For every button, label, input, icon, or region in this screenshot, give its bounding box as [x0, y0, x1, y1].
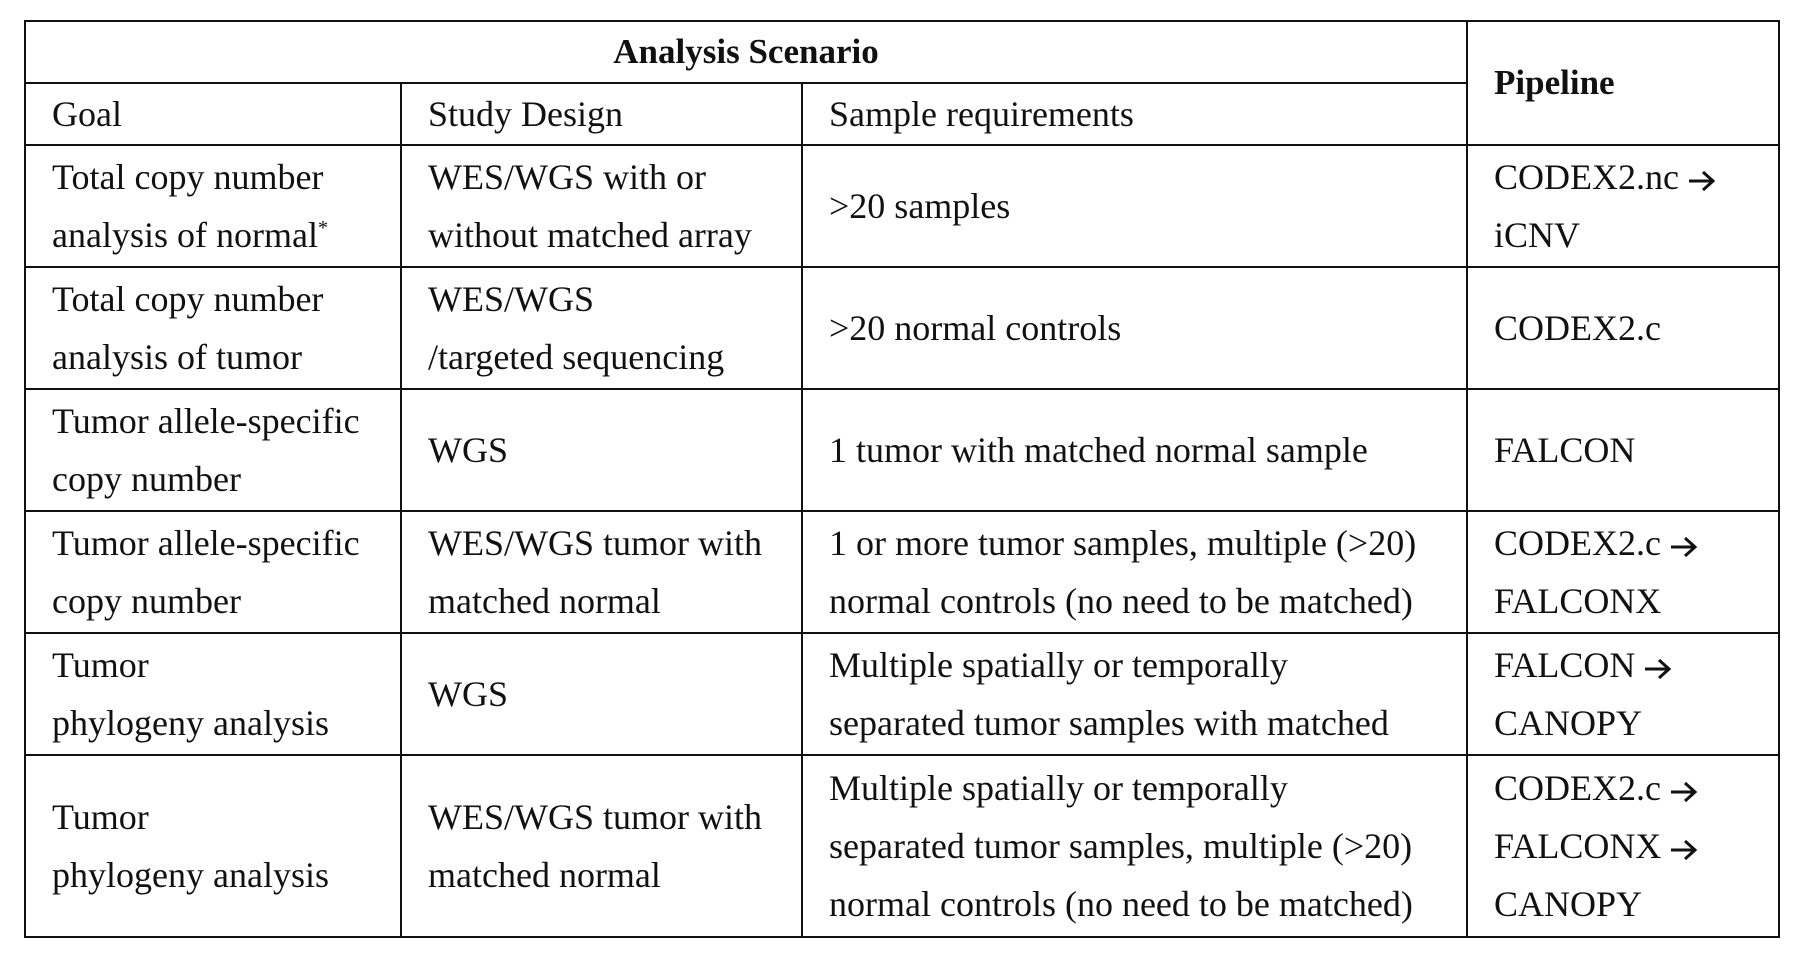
- pipeline-header: Pipeline: [1466, 20, 1781, 146]
- goal-cell: Total copy number analysis of tumor: [24, 266, 402, 390]
- cell-line: WES/WGS tumor with: [428, 797, 762, 837]
- cell-line: Tumor allele-specific: [52, 523, 360, 563]
- cell-line: Tumor: [52, 645, 149, 685]
- pipeline-table: Analysis Scenario Pipeline Goal Study De…: [23, 20, 1781, 938]
- cell-line: >20 normal controls: [829, 308, 1122, 348]
- arrow-right-icon: [1671, 781, 1698, 802]
- arrow-right-icon: [1671, 536, 1698, 557]
- cell-text: analysis of normal: [52, 215, 318, 255]
- pipeline-step: CODEX2.nc: [1494, 157, 1680, 197]
- cell-line: separated tumor samples, multiple (>20): [829, 826, 1413, 866]
- study-design-cell: WES/WGS tumor with matched normal: [400, 510, 803, 634]
- pipeline-step: CODEX2.c: [1494, 768, 1662, 808]
- study-design-cell: WES/WGS /targeted sequencing: [400, 266, 803, 390]
- cell-line: normal controls (no need to be matched): [829, 581, 1413, 621]
- cell-line: phylogeny analysis: [52, 855, 329, 895]
- pipeline-step: FALCONX: [1494, 581, 1662, 621]
- goal-cell: Tumor phylogeny analysis: [24, 632, 402, 756]
- goal-cell: Total copy number analysis of normal*: [24, 144, 402, 268]
- sample-requirements-cell: 1 or more tumor samples, multiple (>20) …: [800, 510, 1469, 634]
- cell-line: FALCON: [1494, 636, 1778, 694]
- sample-requirements-cell: >20 normal controls: [800, 266, 1469, 390]
- analysis-scenario-header: Analysis Scenario: [23, 20, 1469, 84]
- study-design-cell: WGS: [400, 632, 803, 756]
- study-design-cell: WES/WGS tumor with matched normal: [400, 754, 803, 938]
- footnote-marker: *: [317, 217, 328, 239]
- cell-line: matched normal: [428, 581, 661, 621]
- pipeline-step: CODEX2.c: [1494, 523, 1662, 563]
- sample-requirements-cell: 1 tumor with matched normal sample: [800, 388, 1469, 512]
- arrow-right-icon: [1689, 170, 1716, 191]
- cell-line: 1 tumor with matched normal sample: [829, 430, 1368, 470]
- cell-line: CODEX2.c: [1494, 759, 1778, 817]
- cell-line: without matched array: [428, 215, 752, 255]
- pipeline-cell: FALCON CANOPY: [1466, 632, 1781, 756]
- sample-requirements-cell: Multiple spatially or temporally separat…: [800, 754, 1469, 938]
- cell-line: analysis of normal*: [52, 206, 400, 264]
- cell-line: WGS: [428, 674, 508, 714]
- cell-line: WES/WGS tumor with: [428, 523, 762, 563]
- header-row-columns: Goal Study Design Sample requirements: [24, 82, 1779, 146]
- cell-line: matched normal: [428, 855, 661, 895]
- cell-line: 1 or more tumor samples, multiple (>20): [829, 523, 1417, 563]
- study-design-cell: WES/WGS with or without matched array: [400, 144, 803, 268]
- study-design-column-header: Study Design: [400, 82, 803, 146]
- goal-cell: Tumor allele-specific copy number: [24, 510, 402, 634]
- cell-line: copy number: [52, 581, 241, 621]
- table-row: Tumor phylogeny analysis WGS Multiple sp…: [24, 632, 1781, 756]
- header-row-group: Analysis Scenario Pipeline: [23, 20, 1781, 146]
- sample-requirements-cell: Multiple spatially or temporally separat…: [800, 632, 1469, 756]
- cell-line: WES/WGS: [428, 279, 594, 319]
- pipeline-cell: CODEX2.c FALCONX CANOPY: [1466, 754, 1781, 938]
- goal-cell: Tumor phylogeny analysis: [24, 754, 402, 938]
- table-row: Total copy number analysis of normal* WE…: [24, 144, 1781, 268]
- cell-line: Multiple spatially or temporally: [829, 645, 1288, 685]
- cell-line: Total copy number: [52, 279, 324, 319]
- cell-line: /targeted sequencing: [428, 337, 725, 377]
- pipeline-cell: CODEX2.c: [1466, 266, 1781, 390]
- arrow-right-icon: [1645, 658, 1672, 679]
- pipeline-cell: CODEX2.c FALCONX: [1466, 510, 1781, 634]
- goal-column-header: Goal: [24, 82, 402, 146]
- cell-line: >20 samples: [829, 186, 1011, 226]
- cell-line: phylogeny analysis: [52, 703, 329, 743]
- cell-line: normal controls (no need to be matched): [829, 884, 1413, 924]
- pipeline-step: FALCON: [1494, 645, 1636, 685]
- goal-cell: Tumor allele-specific copy number: [24, 388, 402, 512]
- table-row: Tumor allele-specific copy number WGS 1 …: [24, 388, 1781, 512]
- cell-line: CODEX2.c: [1494, 514, 1778, 572]
- cell-line: WGS: [428, 430, 508, 470]
- table-row: Tumor phylogeny analysis WES/WGS tumor w…: [24, 754, 1781, 938]
- cell-line: Tumor allele-specific: [52, 401, 360, 441]
- pipeline-step: FALCON: [1494, 430, 1636, 470]
- pipeline-cell: FALCON: [1466, 388, 1781, 512]
- pipeline-step: CODEX2.c: [1494, 308, 1662, 348]
- cell-line: copy number: [52, 459, 241, 499]
- cell-line: FALCONX: [1494, 817, 1778, 875]
- sample-requirements-cell: >20 samples: [800, 144, 1469, 268]
- cell-line: analysis of tumor: [52, 337, 302, 377]
- cell-line: Total copy number: [52, 157, 324, 197]
- cell-line: CODEX2.nc: [1494, 148, 1778, 206]
- cell-line: WES/WGS with or: [428, 157, 706, 197]
- arrow-right-icon: [1671, 839, 1698, 860]
- cell-line: separated tumor samples with matched: [829, 703, 1389, 743]
- table-row: Tumor allele-specific copy number WES/WG…: [24, 510, 1781, 634]
- pipeline-cell: CODEX2.nc iCNV: [1466, 144, 1781, 268]
- table-row: Total copy number analysis of tumor WES/…: [24, 266, 1781, 390]
- pipeline-step: FALCONX: [1494, 826, 1662, 866]
- cell-line: Multiple spatially or temporally: [829, 768, 1288, 808]
- pipeline-step: CANOPY: [1494, 703, 1643, 743]
- pipeline-step: CANOPY: [1494, 884, 1643, 924]
- cell-line: Tumor: [52, 797, 149, 837]
- sample-requirements-column-header: Sample requirements: [800, 82, 1469, 146]
- study-design-cell: WGS: [400, 388, 803, 512]
- pipeline-step: iCNV: [1494, 215, 1581, 255]
